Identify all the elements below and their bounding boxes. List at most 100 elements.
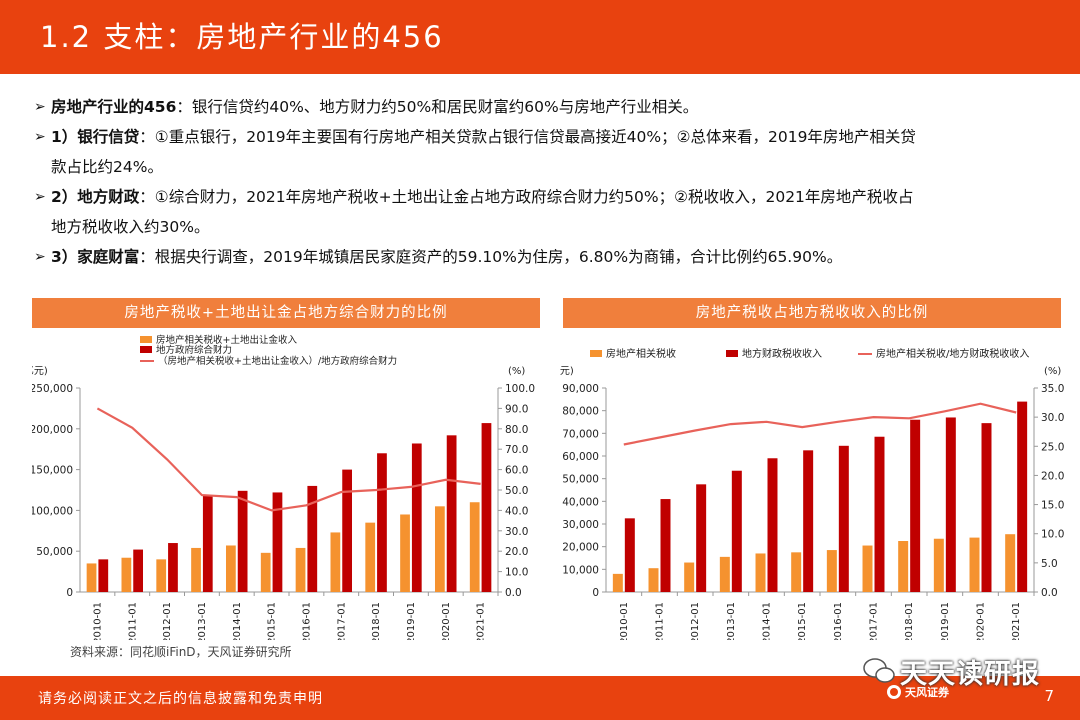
bar-local-fiscal-capacity bbox=[202, 495, 213, 592]
bar-real-estate-tax bbox=[826, 550, 837, 592]
watermark-text: 天天读研报 bbox=[900, 659, 1040, 690]
legend-label: 地方财政税收收入 bbox=[742, 347, 822, 360]
legend-label: 地方政府综合财力 bbox=[156, 344, 232, 356]
bar-real-estate-tax bbox=[933, 538, 944, 592]
bar-real-estate-tax bbox=[791, 552, 802, 592]
y-tick-label-right: 60.0 bbox=[505, 465, 528, 477]
arrow-icon: ➢ bbox=[34, 249, 46, 265]
bullet-text: ：根据央行调查，2019年城镇居民家庭资产的59.10%为住房，6.80%为商铺… bbox=[139, 248, 843, 266]
bar-real-estate-revenue bbox=[469, 502, 480, 592]
left-unit-label: (亿元) bbox=[32, 364, 48, 377]
y-tick-label-right: 30.0 bbox=[1041, 412, 1064, 424]
y-tick-label-right: 50.0 bbox=[505, 485, 528, 497]
arrow-icon: ➢ bbox=[34, 189, 46, 205]
bar-local-tax-revenue bbox=[624, 518, 635, 592]
y-tick-label-left: 90,000 bbox=[562, 383, 599, 395]
bullet-text-cont: 款占比约24%。 bbox=[51, 158, 163, 176]
bar-local-fiscal-capacity bbox=[307, 485, 318, 592]
brand-name: 天风证券 bbox=[905, 686, 949, 699]
left-unit-label: (亿元) bbox=[560, 364, 574, 377]
bullet-item: ➢ 房地产行业的456：银行信贷约40%、地方财力约50%和居民财富约60%与房… bbox=[34, 92, 1064, 122]
header-bar: 1.2 支柱：房地产行业的456 bbox=[0, 0, 1080, 74]
y-tick-label-left: 30,000 bbox=[562, 519, 599, 531]
legend-label: 房地产相关税收+土地出让金收入 bbox=[156, 334, 297, 346]
x-tick-label: 2017-01 bbox=[336, 602, 347, 640]
bullet-text-cont: 地方税收收入约30%。 bbox=[51, 218, 210, 236]
arrow-icon: ➢ bbox=[34, 99, 46, 115]
ratio-line bbox=[96, 407, 481, 512]
y-tick-label-right: 70.0 bbox=[505, 444, 528, 456]
y-tick-label-left: 10,000 bbox=[562, 564, 599, 576]
bar-local-tax-revenue bbox=[1017, 401, 1028, 592]
y-tick-label-right: 100.0 bbox=[505, 383, 535, 395]
x-tick-label: 2014-01 bbox=[232, 602, 243, 640]
x-tick-label: 2011-01 bbox=[655, 602, 666, 640]
bar-real-estate-revenue bbox=[121, 557, 132, 592]
y-tick-label-left: 0 bbox=[592, 587, 599, 599]
bar-real-estate-revenue bbox=[365, 522, 376, 592]
y-tick-label-right: 5.0 bbox=[1041, 558, 1058, 570]
page-title: 1.2 支柱：房地产行业的456 bbox=[40, 20, 444, 54]
x-tick-label: 2018-01 bbox=[371, 602, 382, 640]
x-tick-label: 2012-01 bbox=[162, 602, 173, 640]
bar-real-estate-revenue bbox=[400, 514, 410, 592]
y-tick-label-right: 35.0 bbox=[1041, 383, 1064, 395]
bullet-item: ➢ 2）地方财政：①综合财力，2021年房地产税收+土地出让金占地方政府综合财力… bbox=[34, 182, 1064, 242]
x-tick-label: 2021-01 bbox=[1011, 602, 1022, 640]
legend-swatch bbox=[140, 336, 152, 343]
y-tick-label-left: 100,000 bbox=[32, 505, 73, 517]
bar-real-estate-tax bbox=[862, 545, 873, 592]
y-tick-label-right: 10.0 bbox=[505, 567, 528, 579]
y-tick-label-left: 80,000 bbox=[562, 406, 599, 418]
bar-local-tax-revenue bbox=[874, 436, 885, 592]
bar-real-estate-tax bbox=[969, 537, 980, 592]
wechat-icon bbox=[863, 658, 895, 683]
bar-real-estate-tax bbox=[648, 568, 659, 592]
x-tick-label: 2011-01 bbox=[127, 602, 138, 640]
bar-real-estate-tax bbox=[1005, 534, 1016, 592]
bullet-item: ➢ 3）家庭财富：根据央行调查，2019年城镇居民家庭资产的59.10%为住房，… bbox=[34, 242, 1064, 272]
footer-bar: 请务必阅读正文之后的信息披露和免责申明 7 bbox=[0, 676, 1080, 720]
y-tick-label-right: 10.0 bbox=[1041, 529, 1064, 541]
bar-real-estate-tax bbox=[719, 556, 730, 592]
bar-local-fiscal-capacity bbox=[237, 490, 248, 592]
bar-real-estate-revenue bbox=[86, 563, 97, 592]
bar-real-estate-revenue bbox=[156, 559, 167, 592]
bar-local-tax-revenue bbox=[660, 499, 671, 592]
x-tick-label: 2018-01 bbox=[904, 602, 915, 640]
legend-label: 房地产相关税收 bbox=[606, 347, 676, 360]
bar-local-fiscal-capacity bbox=[481, 423, 492, 592]
tianfeng-logo-icon bbox=[887, 685, 901, 699]
chart-left: (亿元) (%) 0 50,000 100,000 150,000 200,000 250,0… bbox=[32, 334, 535, 640]
y-tick-label-left: 20,000 bbox=[562, 542, 599, 554]
bar-real-estate-tax bbox=[898, 541, 909, 592]
bar-real-estate-revenue bbox=[225, 545, 236, 592]
y-tick-label-left: 50,000 bbox=[562, 474, 599, 486]
x-tick-label: 2020-01 bbox=[976, 602, 987, 640]
bar-real-estate-revenue bbox=[434, 506, 445, 592]
y-tick-label-right: 15.0 bbox=[1041, 500, 1064, 512]
bullet-text: ：银行信贷约40%、地方财力约50%和居民财富约60%与房地产行业相关。 bbox=[176, 98, 699, 116]
bar-local-tax-revenue bbox=[945, 417, 956, 592]
y-tick-label-right: 0.0 bbox=[1041, 587, 1058, 599]
x-tick-label: 2019-01 bbox=[406, 602, 417, 640]
x-tick-label: 2013-01 bbox=[726, 602, 737, 640]
y-tick-label-right: 90.0 bbox=[505, 403, 528, 415]
source-note: 资料来源：同花顺iFinD，天风证券研究所 bbox=[70, 645, 292, 659]
y-tick-label-left: 60,000 bbox=[562, 451, 599, 463]
bar-local-fiscal-capacity bbox=[411, 443, 422, 592]
y-tick-label-left: 70,000 bbox=[562, 428, 599, 440]
x-tick-label: 2017-01 bbox=[869, 602, 880, 640]
y-tick-label-right: 30.0 bbox=[505, 526, 528, 538]
y-tick-label-right: 40.0 bbox=[505, 505, 528, 517]
bullet-item: ➢ 1）银行信贷：①重点银行，2019年主要国有行房地产相关贷款占银行信贷最高接… bbox=[34, 122, 1064, 182]
chart-title-right: 房地产税收占地方税收收入的比例 bbox=[563, 298, 1061, 328]
bullet-key: 2）地方财政 bbox=[51, 188, 140, 206]
x-tick-label: 2016-01 bbox=[301, 602, 312, 640]
bar-local-fiscal-capacity bbox=[133, 549, 144, 592]
x-tick-label: 2016-01 bbox=[833, 602, 844, 640]
x-tick-label: 2015-01 bbox=[267, 602, 278, 640]
y-tick-label-left: 250,000 bbox=[32, 383, 73, 395]
ratio-line bbox=[623, 402, 1017, 446]
bar-real-estate-revenue bbox=[295, 547, 306, 592]
